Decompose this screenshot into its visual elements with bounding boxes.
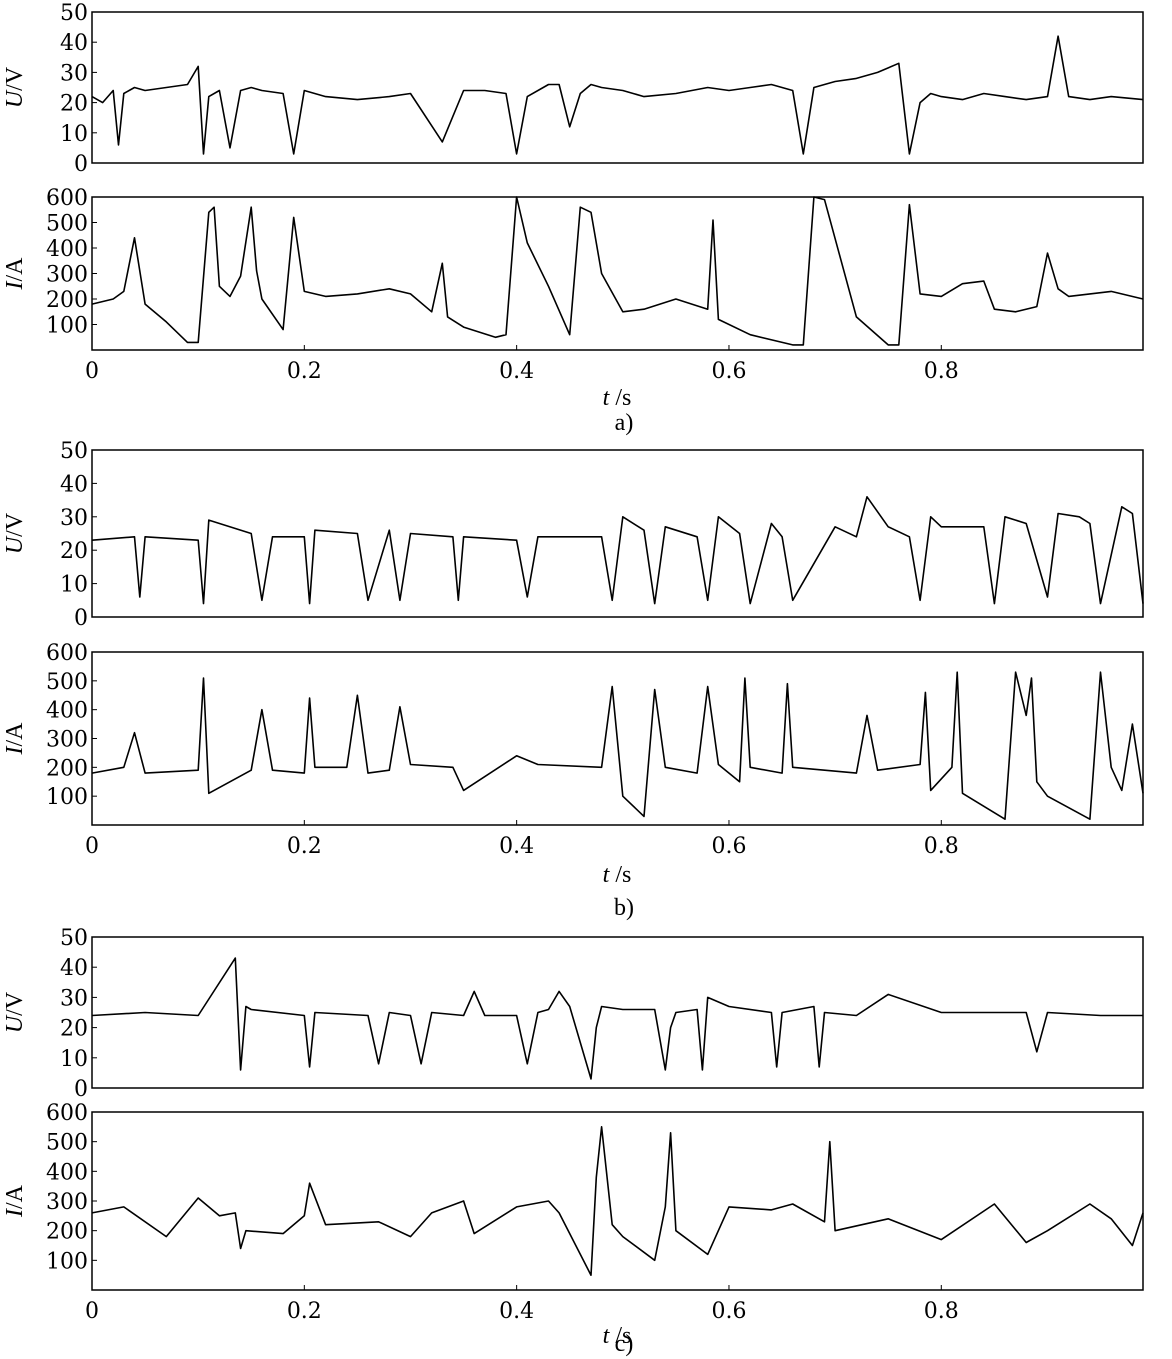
x-tick-label: 0.4 — [499, 359, 534, 384]
voltage-plot-frame — [91, 936, 1144, 1089]
x-tick-label: 0.8 — [924, 834, 959, 859]
current-y-tick-label: 600 — [46, 1101, 88, 1126]
current-y-tick-label: 600 — [46, 641, 88, 666]
current-y-tick-label: 400 — [46, 1160, 88, 1185]
current-y-tick-label: 300 — [46, 263, 88, 288]
current-y-tick-label: 400 — [46, 237, 88, 262]
panel-3: 0 10 20 30 40 50 U/V 100 200 300 400 500 600 I/A 0 0.2 0… — [2, 926, 1144, 1357]
x-tick-label: 0.6 — [711, 1299, 746, 1324]
current-y-axis-label: I/A — [2, 1184, 28, 1218]
x-tick-label: 0.2 — [287, 359, 322, 384]
current-y-axis-label: I/A — [2, 722, 28, 756]
x-tick-label: 0 — [85, 834, 99, 859]
voltage-y-tick-label: 30 — [60, 986, 88, 1011]
voltage-y-axis-label: U/V — [2, 66, 28, 108]
x-tick-label: 0.2 — [287, 834, 322, 859]
voltage-plot-frame — [91, 11, 1144, 164]
voltage-plot: 0 10 20 30 40 50 U/V — [2, 439, 1144, 631]
current-y-tick-label: 300 — [46, 728, 88, 753]
panel-2: 0 10 20 30 40 50 U/V 100 200 300 400 500 600 I/A 0 0.2 0… — [2, 439, 1144, 921]
current-y-tick-label: 600 — [46, 186, 88, 211]
current-y-axis-label: I/A — [2, 257, 28, 291]
voltage-y-axis-label: U/V — [2, 512, 28, 554]
x-tick-label: 0.6 — [711, 359, 746, 384]
voltage-y-tick-label: 20 — [60, 539, 88, 564]
x-axis-label: t /s — [603, 385, 632, 411]
voltage-y-tick-label: 10 — [60, 1047, 88, 1072]
current-y-tick-label: 100 — [46, 1249, 88, 1274]
current-y-tick-label: 200 — [46, 288, 88, 313]
current-y-tick-label: 500 — [46, 1131, 88, 1156]
voltage-plot-frame — [91, 449, 1144, 618]
current-y-tick-label: 300 — [46, 1190, 88, 1215]
voltage-trace — [91, 957, 1143, 1080]
voltage-y-tick-label: 0 — [74, 606, 88, 631]
x-tick-label: 0.4 — [499, 1299, 534, 1324]
voltage-y-tick-label: 50 — [60, 439, 88, 464]
current-plot: 100 200 300 400 500 600 I/A — [2, 1101, 1144, 1291]
voltage-y-tick-label: 0 — [74, 1077, 88, 1102]
voltage-y-axis-label: U/V — [2, 991, 28, 1033]
voltage-y-tick-label: 30 — [60, 61, 88, 86]
current-y-tick-label: 200 — [46, 756, 88, 781]
current-plot-frame — [91, 1111, 1144, 1291]
current-plot: 100 200 300 400 500 600 I/A — [2, 641, 1144, 826]
voltage-y-tick-label: 50 — [60, 1, 88, 26]
current-trace — [91, 1126, 1144, 1276]
voltage-y-tick-label: 10 — [60, 573, 88, 598]
current-y-tick-label: 100 — [46, 785, 88, 810]
voltage-trace — [91, 35, 1144, 155]
current-y-tick-label: 200 — [46, 1220, 88, 1245]
panel-caption: b) — [614, 895, 634, 921]
voltage-y-tick-label: 40 — [60, 956, 88, 981]
current-trace — [91, 671, 1144, 820]
current-y-tick-label: 500 — [46, 212, 88, 237]
voltage-y-tick-label: 30 — [60, 506, 88, 531]
current-y-tick-label: 100 — [46, 314, 88, 339]
voltage-y-tick-label: 40 — [60, 472, 88, 497]
x-tick-label: 0.8 — [924, 359, 959, 384]
voltage-y-tick-label: 20 — [60, 1017, 88, 1042]
current-y-tick-label: 400 — [46, 699, 88, 724]
current-trace — [91, 196, 1144, 346]
x-tick-label: 0.6 — [711, 834, 746, 859]
x-tick-label: 0 — [85, 359, 99, 384]
voltage-y-tick-label: 20 — [60, 92, 88, 117]
voltage-y-tick-label: 50 — [60, 926, 88, 951]
panel-caption: a) — [615, 410, 634, 436]
voltage-y-tick-label: 40 — [60, 31, 88, 56]
voltage-y-tick-label: 10 — [60, 122, 88, 147]
x-tick-label: 0.4 — [499, 834, 534, 859]
voltage-plot: 0 10 20 30 40 50 U/V — [2, 926, 1144, 1102]
x-tick-label: 0.8 — [924, 1299, 959, 1324]
x-axis-label: t /s — [603, 1323, 632, 1349]
voltage-plot: 0 10 20 30 40 50 U/V — [2, 1, 1144, 177]
x-tick-label: 0.2 — [287, 1299, 322, 1324]
panel-caption: c) — [615, 1331, 634, 1357]
x-tick-label: 0 — [85, 1299, 99, 1324]
x-axis-label: t /s — [603, 862, 632, 888]
voltage-trace — [91, 496, 1144, 605]
current-y-tick-label: 500 — [46, 670, 88, 695]
voltage-y-tick-label: 0 — [74, 152, 88, 177]
